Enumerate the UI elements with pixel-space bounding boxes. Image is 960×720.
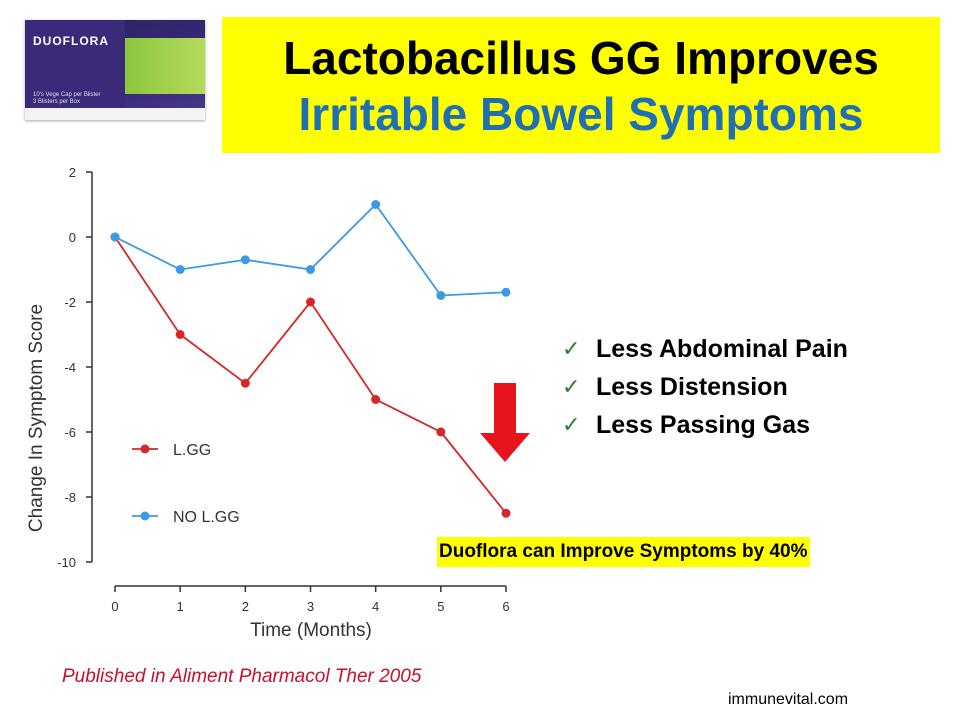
benefits-list: ✓ Less Abdominal Pain ✓ Less Distension … (562, 330, 848, 444)
product-green-band (125, 38, 205, 94)
data-point-0 (436, 427, 446, 437)
data-point-0 (306, 297, 315, 307)
x-tick-label: 0 (111, 599, 118, 614)
product-image: DUOFLORA 10's Vege Cap per Blister 3 Bli… (25, 20, 205, 120)
website-url: immunevital.com (728, 691, 849, 708)
data-point-1 (436, 291, 446, 300)
data-point-1 (240, 255, 250, 265)
checkmark-icon: ✓ (562, 374, 581, 399)
benefit-text: Less Passing Gas (596, 410, 811, 439)
down-arrow-icon (480, 383, 530, 462)
product-box-front (25, 20, 125, 120)
arrow-shaft (494, 383, 516, 433)
data-point-1 (110, 232, 120, 242)
x-tick-label: 6 (502, 599, 509, 614)
benefit-item: ✓ Less Passing Gas (562, 406, 848, 444)
product-bottom-strip (25, 108, 205, 120)
improvement-highlight: Duoflora can Improve Symptoms by 40% (437, 537, 810, 567)
y-tick-label: 0 (69, 230, 76, 245)
x-tick-label: 3 (307, 599, 314, 614)
citation: Published in Aliment Pharmacol Ther 2005 (62, 666, 422, 687)
data-point-1 (175, 265, 185, 274)
x-tick-label: 5 (437, 599, 444, 614)
checkmark-icon: ✓ (562, 412, 581, 437)
legend-label: L.GG (173, 442, 211, 459)
title-line-1: Lactobacillus GG Improves (283, 32, 879, 84)
y-tick-label: 2 (69, 165, 76, 180)
x-tick-label: 2 (242, 599, 249, 614)
benefit-item: ✓ Less Abdominal Pain (562, 330, 848, 368)
data-point-0 (240, 378, 250, 388)
checkmark-icon: ✓ (562, 336, 581, 361)
y-tick-label: -8 (64, 490, 76, 505)
legend-label: NO L.GG (173, 509, 240, 526)
data-point-1 (306, 265, 315, 274)
legend-marker (140, 511, 150, 521)
x-axis-label: Time (Months) (250, 620, 372, 641)
y-tick-label: -6 (64, 425, 76, 440)
data-point-1 (371, 200, 381, 209)
benefit-text: Less Distension (596, 372, 788, 401)
product-brand: DUOFLORA (33, 34, 109, 48)
benefit-text: Less Abdominal Pain (596, 334, 848, 363)
arrow-head (480, 433, 530, 462)
series-line-1 (114, 203, 507, 297)
data-point-1 (501, 287, 511, 297)
data-point-0 (371, 395, 381, 404)
y-tick-label: -2 (64, 295, 76, 310)
product-caption: 10's Vege Cap per Blister 3 Blisters per… (33, 92, 101, 105)
y-tick-label: -10 (57, 555, 76, 570)
data-point-0 (501, 508, 511, 518)
legend-marker (140, 444, 150, 454)
benefit-item: ✓ Less Distension (562, 368, 848, 406)
symptom-chart: 2 0 -2 -4 -6 -8 -10 0 1 2 3 4 5 6 L.GG NO L.GG Change… (26, 165, 530, 641)
y-axis-label: Change In Symptom Score (26, 304, 47, 532)
title-line-2: Irritable Bowel Symptoms (298, 88, 864, 140)
x-tick-label: 1 (177, 599, 184, 614)
x-tick-label: 4 (372, 599, 379, 614)
data-point-0 (175, 330, 185, 339)
title-box: Lactobacillus GG Improves Irritable Bowe… (222, 17, 940, 153)
series-line-0 (114, 236, 507, 514)
y-tick-label: -4 (64, 360, 76, 375)
